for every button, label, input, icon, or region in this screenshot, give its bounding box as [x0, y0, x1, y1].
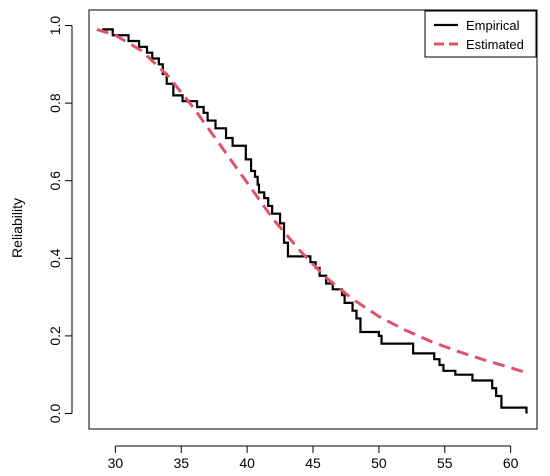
y-tick-label: 0.2 — [47, 326, 63, 346]
legend-label: Estimated — [466, 37, 524, 52]
plot-frame — [88, 9, 538, 430]
legend: Empirical Estimated — [424, 10, 537, 58]
y-axis-title: Reliability — [9, 198, 25, 258]
y-tick-label: 0.8 — [47, 93, 63, 113]
series-line-empirical — [102, 28, 528, 414]
x-tick-label: 40 — [239, 455, 255, 471]
y-tick-label: 0.6 — [47, 171, 63, 191]
y-tick-label: 0.4 — [47, 248, 63, 268]
x-tick-label: 35 — [173, 455, 189, 471]
legend-label: Empirical — [466, 18, 520, 33]
x-tick-label: 60 — [503, 455, 519, 471]
legend-box — [424, 10, 537, 58]
series-line-estimated — [96, 27, 527, 375]
x-tick-label: 30 — [108, 455, 124, 471]
y-tick-label: 0.0 — [47, 404, 63, 424]
x-tick-label: 45 — [305, 455, 321, 471]
y-tick-label: 1.0 — [47, 16, 63, 36]
x-tick-label: 50 — [371, 455, 387, 471]
x-tick-label: 55 — [437, 455, 453, 471]
